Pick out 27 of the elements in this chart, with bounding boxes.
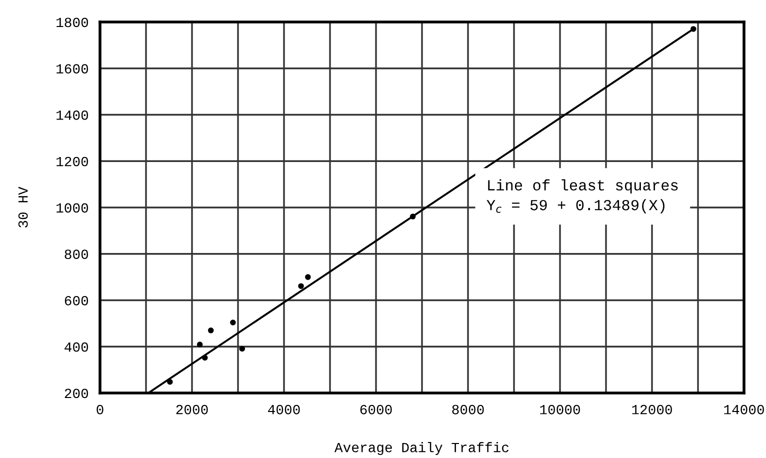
x-tick-label: 4000 [268,404,300,414]
y-tick-label: 1600 [56,64,88,74]
x-tick-label: 12000 [632,404,672,414]
annotation: Line of least squares [488,179,678,194]
annotation: Y$_{c}$ = 59 + 0.13489(X) [486,199,664,214]
x-tick-label: 10000 [540,404,580,414]
x-tick-label: 2000 [176,404,208,414]
x-tick-label: 14000 [724,404,764,414]
y-tick-label: 400 [64,342,88,352]
point [298,283,304,289]
y-tick-label: 200 [64,388,88,398]
x-tick-label: 8000 [452,404,484,414]
y-tick-label: 1200 [56,156,88,166]
point [196,342,203,348]
y-tick-label: 1000 [56,203,88,213]
point [239,346,246,352]
y-tick-label: 600 [64,296,88,306]
point [208,328,214,334]
point [230,320,236,326]
y-tick-label: 1400 [56,110,88,120]
y-axis-title: 30 HV [18,186,28,228]
point [305,274,311,280]
x-tick-label: 0 [96,404,104,414]
x-axis-title: Average Daily Traffic [334,442,508,456]
y-tick-label: 800 [64,250,88,260]
y-tick-label: 1800 [56,18,88,28]
x-tick-label: 6000 [360,404,392,414]
